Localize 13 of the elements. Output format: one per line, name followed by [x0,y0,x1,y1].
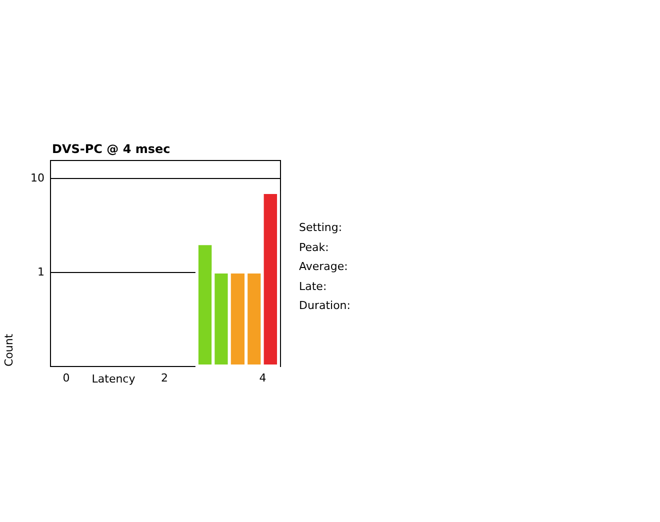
y-axis-title: Count [2,333,16,366]
x-axis-title: Latency [92,372,136,386]
text: Setting: [299,220,344,236]
text: Late: [299,278,328,294]
chart-title: DVS-PC @ 4 msec [52,142,170,156]
y-tick-label: 10 [30,171,44,184]
x-tick-label: 2 [161,372,168,384]
y-tick-label: 1 [38,265,44,278]
text: Peak: [299,240,330,256]
text: Average: [299,259,349,275]
x-tick-label: 4 [259,372,266,384]
x-tick-label: 0 [62,372,70,384]
text: Duration: [299,298,350,314]
